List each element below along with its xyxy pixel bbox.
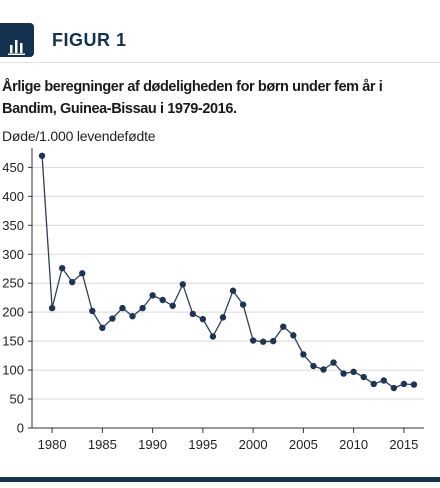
data-point: [99, 324, 106, 332]
data-point: [280, 323, 287, 330]
x-tick-label: 1995: [188, 437, 217, 452]
data-point: [109, 315, 116, 322]
data-point: [330, 359, 337, 366]
data-point: [219, 314, 227, 321]
series-line: [41, 155, 414, 389]
data-point: [69, 278, 76, 286]
data-point: [199, 315, 207, 323]
data-point: [179, 281, 186, 288]
data-point: [229, 287, 237, 294]
data-point: [239, 301, 247, 308]
data-point: [390, 384, 398, 392]
y-tick-label: 0: [17, 421, 24, 436]
data-point: [310, 362, 317, 370]
x-tick-label: 1990: [138, 437, 167, 452]
data-point: [259, 338, 267, 345]
y-axis-label: Døde/1.000 levendefødte: [2, 128, 156, 144]
y-tick-label: 450: [2, 160, 24, 175]
x-tick-label: 1985: [88, 437, 117, 452]
footer-bar: [0, 477, 440, 482]
data-point: [48, 304, 56, 312]
x-tick-label: 1980: [38, 437, 67, 452]
x-tick-label: 2010: [339, 437, 368, 452]
data-point: [360, 373, 367, 381]
y-tick-label: 250: [2, 276, 24, 291]
y-tick-label: 300: [2, 247, 24, 262]
x-tick-label: 2005: [289, 437, 318, 452]
data-point: [79, 270, 86, 277]
x-tick-label: 2015: [389, 437, 418, 452]
y-tick-label: 150: [2, 334, 24, 349]
data-point: [320, 366, 327, 373]
data-point: [410, 381, 418, 388]
data-point: [290, 332, 297, 339]
data-point: [58, 264, 66, 272]
x-tick-label: 2000: [239, 437, 268, 452]
figure-header: FIGUR 1: [0, 0, 440, 63]
data-point: [119, 304, 126, 312]
data-point: [370, 380, 377, 388]
figure-label: FIGUR 1: [52, 30, 127, 50]
data-point: [89, 307, 96, 315]
data-point: [300, 351, 307, 358]
data-point: [400, 380, 408, 388]
data-point: [340, 370, 347, 377]
y-tick-label: 100: [2, 363, 24, 378]
data-point: [249, 337, 257, 344]
data-point: [129, 313, 136, 320]
data-point: [149, 292, 156, 299]
data-point: [169, 302, 176, 309]
data-point: [38, 152, 46, 159]
y-tick-label: 350: [2, 218, 24, 233]
chart-title: Årlige beregninger af dødeligheden for b…: [2, 79, 383, 117]
data-point: [380, 377, 387, 384]
y-tick-label: 400: [2, 189, 24, 204]
bar-chart-icon: [0, 23, 34, 57]
data-point: [209, 333, 217, 340]
data-point: [189, 310, 197, 318]
data-point: [350, 368, 357, 376]
y-tick-label: 200: [2, 305, 24, 320]
data-point: [270, 337, 277, 345]
y-tick-label: 50: [10, 392, 24, 407]
data-point: [159, 296, 166, 304]
data-point: [139, 304, 146, 312]
